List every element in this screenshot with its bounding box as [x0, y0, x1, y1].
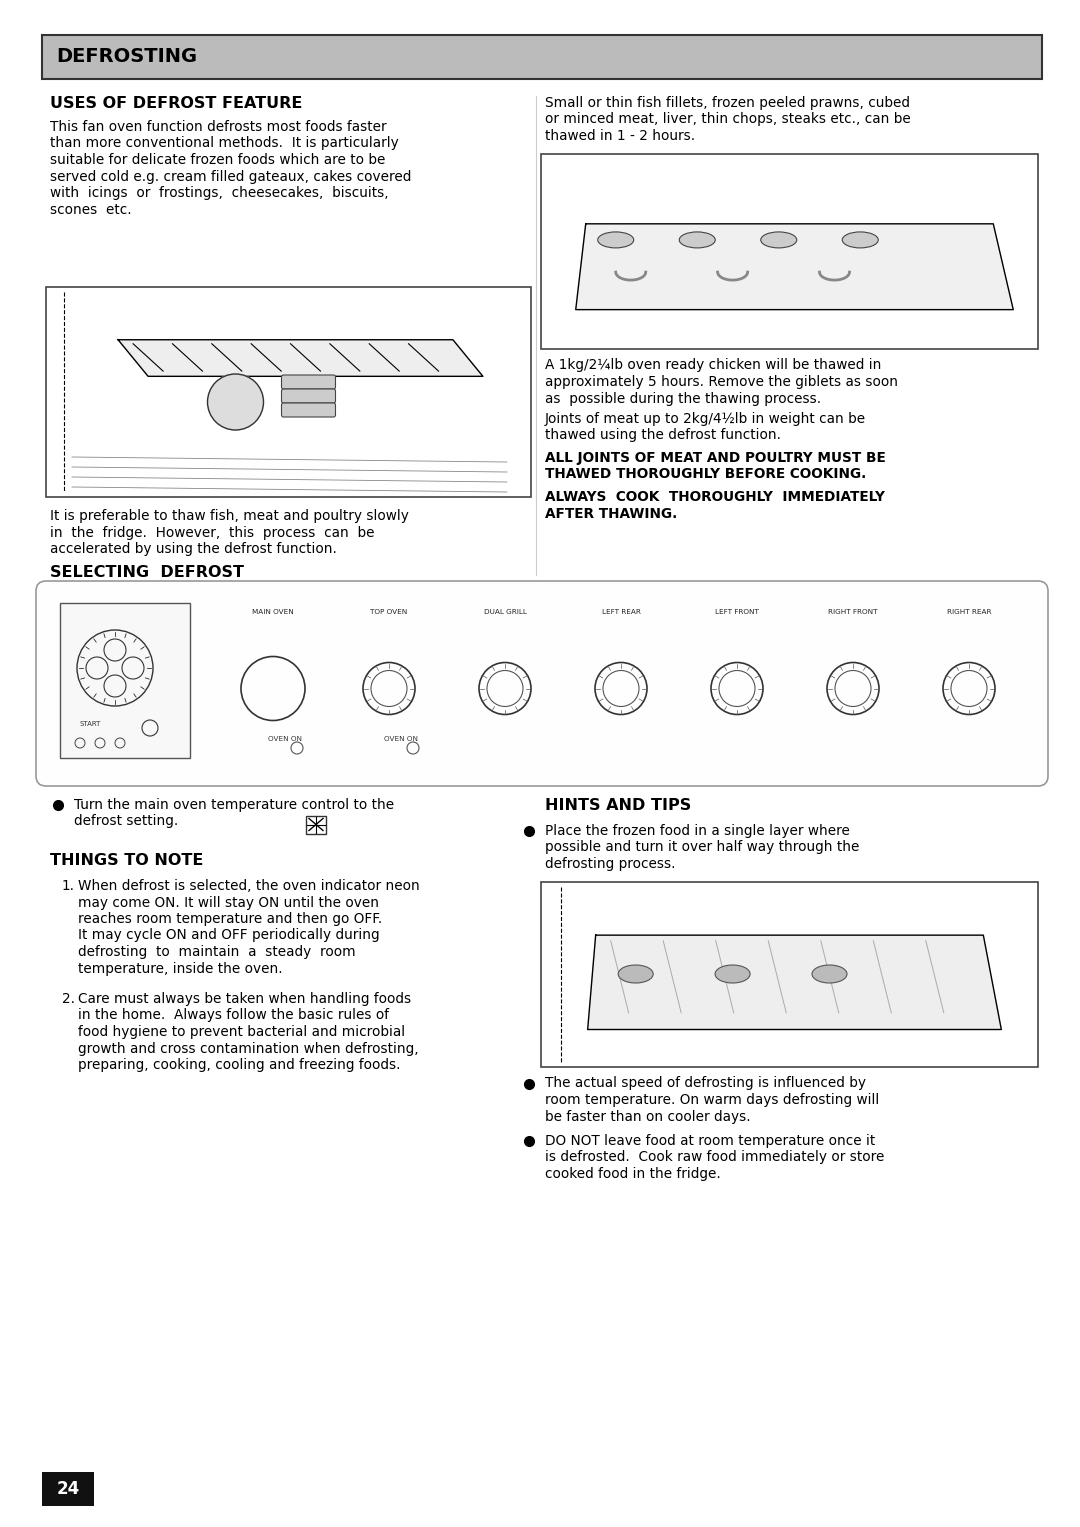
Text: with  icings  or  frostings,  cheesecakes,  biscuits,: with icings or frostings, cheesecakes, b… [50, 186, 389, 200]
Text: thawed in 1 - 2 hours.: thawed in 1 - 2 hours. [545, 128, 696, 144]
Polygon shape [576, 224, 1013, 310]
Text: It may cycle ON and OFF periodically during: It may cycle ON and OFF periodically dur… [78, 928, 380, 942]
Bar [42, 1472, 94, 1506]
Text: START: START [80, 721, 102, 727]
Text: approximately 5 hours. Remove the giblets as soon: approximately 5 hours. Remove the giblet… [545, 376, 897, 389]
FancyBboxPatch shape [282, 403, 336, 417]
Ellipse shape [842, 232, 878, 247]
Text: Place the frozen food in a single layer where: Place the frozen food in a single layer … [545, 825, 850, 838]
Polygon shape [588, 935, 1001, 1029]
Text: defrosting  to  maintain  a  steady  room: defrosting to maintain a steady room [78, 945, 355, 959]
Bar [306, 815, 326, 834]
Text: THINGS TO NOTE: THINGS TO NOTE [50, 854, 203, 867]
Text: ALL JOINTS OF MEAT AND POULTRY MUST BE: ALL JOINTS OF MEAT AND POULTRY MUST BE [545, 450, 886, 466]
Bar [541, 881, 1038, 1066]
Text: accelerated by using the defrost function.: accelerated by using the defrost functio… [50, 542, 337, 556]
Text: OVEN ON: OVEN ON [268, 736, 302, 742]
Text: defrost setting.: defrost setting. [75, 814, 178, 829]
Text: DUAL GRILL: DUAL GRILL [484, 609, 526, 615]
Bar [60, 603, 190, 757]
Text: When defrost is selected, the oven indicator neon: When defrost is selected, the oven indic… [78, 880, 420, 893]
Ellipse shape [679, 232, 715, 247]
Text: THAWED THOROUGHLY BEFORE COOKING.: THAWED THOROUGHLY BEFORE COOKING. [545, 467, 866, 481]
Text: SELECTING  DEFROST: SELECTING DEFROST [50, 565, 244, 580]
Text: RIGHT REAR: RIGHT REAR [947, 609, 991, 615]
Text: ALWAYS  COOK  THOROUGHLY  IMMEDIATELY: ALWAYS COOK THOROUGHLY IMMEDIATELY [545, 490, 885, 504]
Ellipse shape [715, 965, 751, 983]
Text: AFTER THAWING.: AFTER THAWING. [545, 507, 677, 521]
Ellipse shape [812, 965, 847, 983]
Text: The actual speed of defrosting is influenced by: The actual speed of defrosting is influe… [545, 1077, 866, 1090]
Polygon shape [118, 339, 483, 376]
Text: This fan oven function defrosts most foods faster: This fan oven function defrosts most foo… [50, 121, 387, 134]
Ellipse shape [597, 232, 634, 247]
Text: cooked food in the fridge.: cooked food in the fridge. [545, 1167, 720, 1180]
Ellipse shape [760, 232, 797, 247]
Text: TOP OVEN: TOP OVEN [370, 609, 407, 615]
Text: Care must always be taken when handling foods: Care must always be taken when handling … [78, 993, 411, 1006]
Bar [541, 154, 1038, 348]
FancyBboxPatch shape [282, 389, 336, 403]
Text: DEFROSTING: DEFROSTING [56, 47, 198, 67]
Text: MAIN OVEN: MAIN OVEN [252, 609, 294, 615]
Bar [42, 35, 1042, 79]
Text: room temperature. On warm days defrosting will: room temperature. On warm days defrostin… [545, 1093, 879, 1107]
Text: food hygiene to prevent bacterial and microbial: food hygiene to prevent bacterial and mi… [78, 1025, 405, 1038]
Text: than more conventional methods.  It is particularly: than more conventional methods. It is pa… [50, 136, 399, 151]
Text: as  possible during the thawing process.: as possible during the thawing process. [545, 391, 821, 406]
Text: HINTS AND TIPS: HINTS AND TIPS [545, 799, 691, 812]
FancyBboxPatch shape [36, 580, 1048, 786]
Text: in the home.  Always follow the basic rules of: in the home. Always follow the basic rul… [78, 1008, 389, 1023]
Text: A 1kg/2¼lb oven ready chicken will be thawed in: A 1kg/2¼lb oven ready chicken will be th… [545, 359, 881, 373]
Text: 1.: 1. [62, 880, 75, 893]
Text: It is preferable to thaw fish, meat and poultry slowly: It is preferable to thaw fish, meat and … [50, 508, 409, 524]
Text: scones  etc.: scones etc. [50, 203, 132, 217]
Text: 2.: 2. [62, 993, 75, 1006]
Text: in  the  fridge.  However,  this  process  can  be: in the fridge. However, this process can… [50, 525, 375, 539]
Circle shape [207, 374, 264, 431]
Text: suitable for delicate frozen foods which are to be: suitable for delicate frozen foods which… [50, 153, 386, 166]
Text: 24: 24 [56, 1480, 80, 1498]
Text: served cold e.g. cream filled gateaux, cakes covered: served cold e.g. cream filled gateaux, c… [50, 169, 411, 183]
Text: Joints of meat up to 2kg/4½lb in weight can be: Joints of meat up to 2kg/4½lb in weight … [545, 412, 866, 426]
Text: thawed using the defrost function.: thawed using the defrost function. [545, 429, 781, 443]
Text: DO NOT leave food at room temperature once it: DO NOT leave food at room temperature on… [545, 1135, 875, 1148]
Text: RIGHT FRONT: RIGHT FRONT [828, 609, 878, 615]
Text: possible and turn it over half way through the: possible and turn it over half way throu… [545, 840, 860, 855]
Text: OVEN ON: OVEN ON [384, 736, 418, 742]
Bar [46, 287, 531, 496]
Text: growth and cross contamination when defrosting,: growth and cross contamination when defr… [78, 1041, 419, 1055]
Ellipse shape [618, 965, 653, 983]
FancyBboxPatch shape [282, 376, 336, 389]
Text: USES OF DEFROST FEATURE: USES OF DEFROST FEATURE [50, 96, 302, 111]
Text: may come ON. It will stay ON until the oven: may come ON. It will stay ON until the o… [78, 895, 379, 910]
Text: Small or thin fish fillets, frozen peeled prawns, cubed: Small or thin fish fillets, frozen peele… [545, 96, 910, 110]
Text: defrosting process.: defrosting process. [545, 857, 675, 870]
Text: is defrosted.  Cook raw food immediately or store: is defrosted. Cook raw food immediately … [545, 1150, 885, 1165]
Text: or minced meat, liver, thin chops, steaks etc., can be: or minced meat, liver, thin chops, steak… [545, 113, 910, 127]
Text: LEFT REAR: LEFT REAR [602, 609, 640, 615]
Text: Turn the main oven temperature control to the: Turn the main oven temperature control t… [75, 799, 394, 812]
Text: be faster than on cooler days.: be faster than on cooler days. [545, 1110, 751, 1124]
Text: LEFT FRONT: LEFT FRONT [715, 609, 759, 615]
Text: reaches room temperature and then go OFF.: reaches room temperature and then go OFF… [78, 912, 382, 925]
Text: temperature, inside the oven.: temperature, inside the oven. [78, 962, 283, 976]
Text: preparing, cooking, cooling and freezing foods.: preparing, cooking, cooling and freezing… [78, 1058, 401, 1072]
